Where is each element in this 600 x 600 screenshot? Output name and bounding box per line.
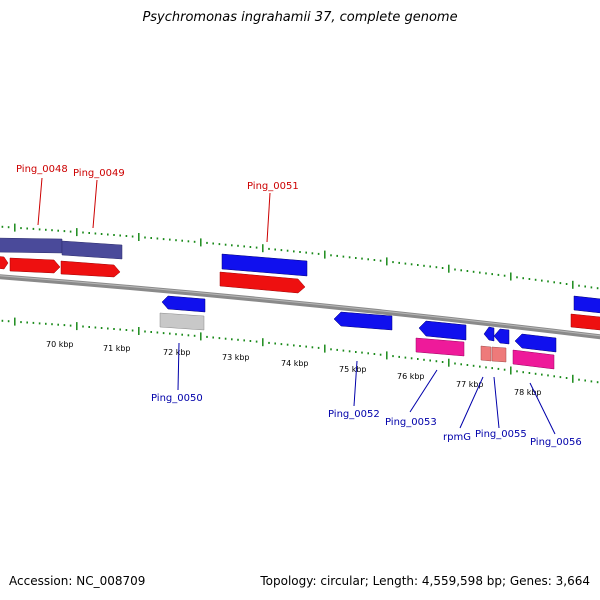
leader-line [353,360,358,407]
gene-rpmg-arrow[interactable] [483,326,495,342]
gene-rpmg-block[interactable] [480,345,492,362]
scale-label: 75 kbp [339,365,367,374]
scale-label: 73 kbp [222,353,250,362]
scale-label: 77 kbp [456,380,484,389]
leader-line [529,382,556,435]
scale-label: 70 kbp [46,340,74,349]
leader-line [459,376,484,429]
gene-ping-0055-block[interactable] [491,346,507,363]
gene-ping-0050-arrow[interactable] [161,295,206,313]
gene-ping-0053-arrow[interactable] [418,320,467,341]
scale-label: 72 kbp [163,348,191,357]
gene-ping-0053-block[interactable] [415,337,465,357]
leader-line [92,179,98,229]
scale-label: 74 kbp [281,359,309,368]
genome-summary-text: Topology: circular; Length: 4,559,598 bp… [260,574,590,588]
gene-label-ping-0048[interactable]: Ping_0048 [16,164,68,175]
gene-ping-0056-arrow[interactable] [514,333,557,353]
gene-label-ping-0053[interactable]: Ping_0053 [385,417,437,428]
leader-line [493,376,500,429]
gene-label-ping-0055[interactable]: Ping_0055 [475,429,527,440]
gene-ping-0047-arrow[interactable] [0,256,9,270]
leader-line [266,192,271,243]
upper-strand-genes [0,237,600,331]
gene-ping-0052-arrow[interactable] [333,311,393,331]
genome-title: Psychromonas ingrahamii 37, complete gen… [142,10,458,25]
gene-label-rpmg[interactable]: rpmG [443,432,471,443]
leader-line [177,342,180,391]
gene-label-ping-0050[interactable]: Ping_0050 [151,393,203,404]
leader-line [37,177,43,226]
gene-ping-0055-arrow[interactable] [493,328,510,345]
gene-label-ping-0056[interactable]: Ping_0056 [530,437,582,448]
lower-strand-genes [159,295,557,370]
lower-scale-ticks [1,317,599,384]
upper-gene-labels: Ping_0048 Ping_0049 Ping_0051 [16,164,299,192]
gene-label-ping-0049[interactable]: Ping_0049 [73,168,125,179]
scale-label: 71 kbp [103,344,131,353]
gene-next-arrow[interactable] [570,313,600,331]
gene-ping-0048-block[interactable] [61,240,123,260]
accession-text: Accession: NC_008709 [9,574,146,588]
gene-next-block[interactable] [573,295,600,314]
gene-ping-0051-block[interactable] [221,253,308,277]
lower-gene-labels: Ping_0050 Ping_0052 Ping_0053 rpmG Ping_… [151,393,582,448]
scale-labels: 70 kbp 71 kbp 72 kbp 73 kbp 74 kbp 75 kb… [46,340,542,397]
genome-backbone-highlight [0,275,600,337]
gene-ping-0048-arrow[interactable] [9,257,61,274]
scale-label: 78 kbp [514,388,542,397]
leader-line [409,369,438,413]
genome-backbone [0,274,600,340]
gene-ping-0049-arrow[interactable] [60,260,121,278]
gene-ping-0050-block[interactable] [159,312,205,331]
gene-ping-0056-block[interactable] [512,349,555,370]
gene-ping-0051-arrow[interactable] [219,271,306,294]
upper-leader-lines [37,177,271,243]
upper-scale-ticks [1,223,599,290]
lower-leader-lines [177,342,556,435]
gene-label-ping-0051[interactable]: Ping_0051 [247,181,299,192]
gene-label-ping-0052[interactable]: Ping_0052 [328,409,380,420]
gene-ping-0047-block[interactable] [0,237,63,254]
scale-label: 76 kbp [397,372,425,381]
